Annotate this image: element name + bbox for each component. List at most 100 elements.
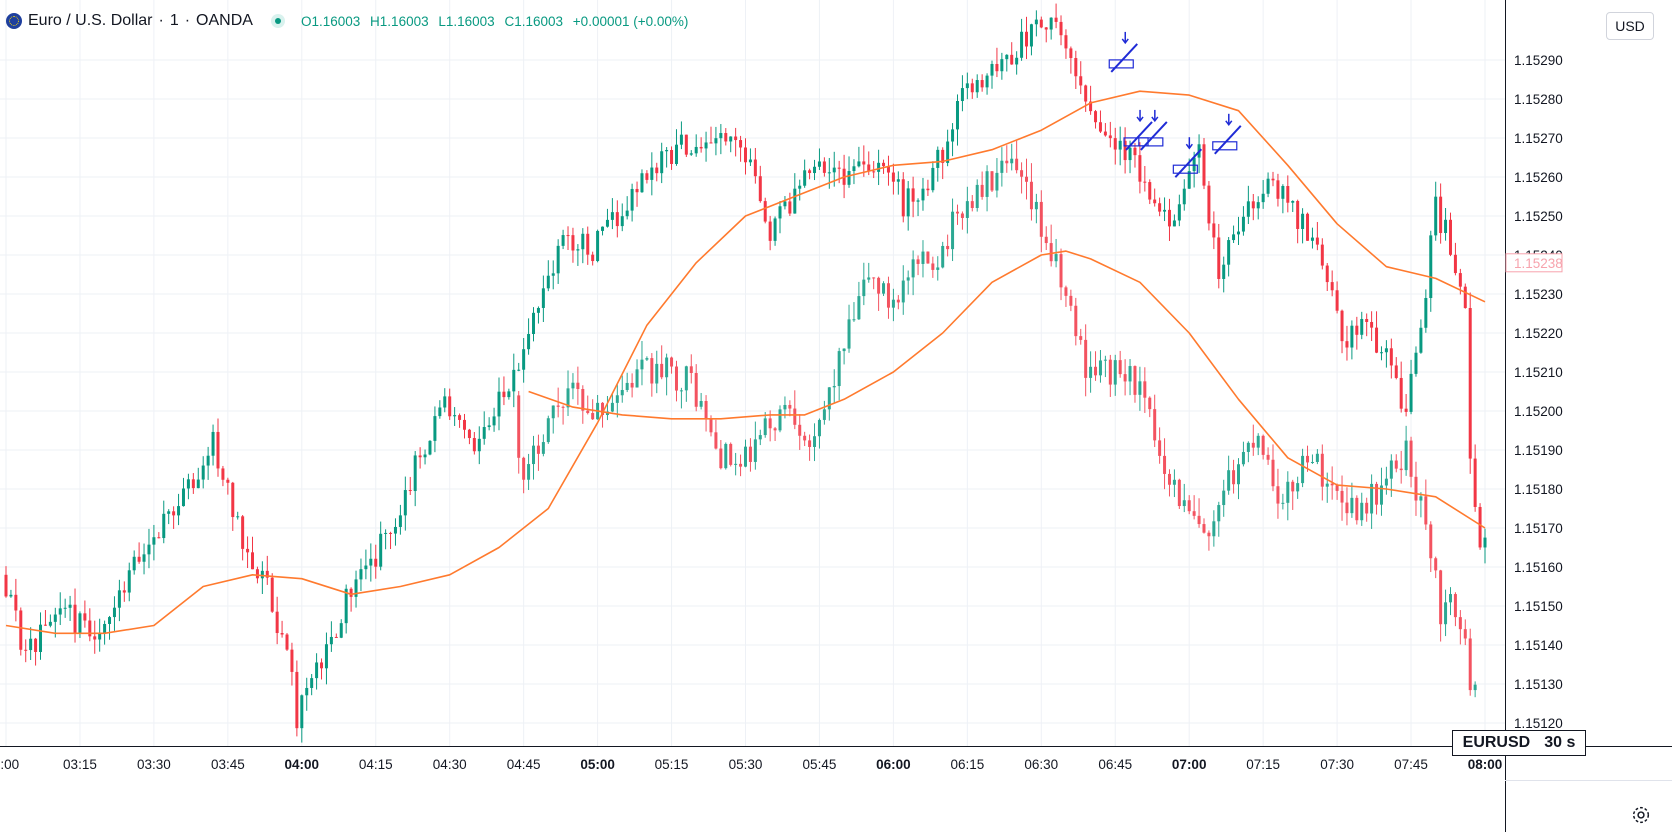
price-tick-label: 1.15180: [1514, 482, 1563, 497]
candle-body: [1015, 57, 1019, 65]
interval-label[interactable]: 1: [169, 12, 179, 29]
candle-body: [517, 395, 521, 458]
candle-body: [965, 83, 969, 89]
high-value: 1.16003: [379, 13, 429, 29]
candle-body: [1281, 502, 1285, 504]
price-tick-label: 1.15170: [1514, 521, 1563, 536]
candle-body: [852, 319, 856, 321]
candle-up: [1384, 466, 1388, 495]
candle-up: [911, 250, 915, 296]
candle-up: [665, 147, 669, 168]
candle-body: [1163, 455, 1167, 474]
candle-body: [1128, 366, 1132, 382]
candle-up: [1434, 181, 1438, 241]
moving-average-line: [528, 250, 1486, 529]
candle-body: [384, 532, 388, 534]
time-tick-label: 05:00: [580, 757, 615, 772]
time-tick-label: 06:30: [1024, 757, 1058, 772]
candle-body: [78, 613, 82, 633]
candle-body: [541, 288, 545, 308]
candle-down: [43, 610, 47, 626]
candle-up: [1000, 52, 1004, 80]
open-label: O: [300, 13, 312, 29]
candle-down: [1029, 163, 1033, 221]
candle-body: [1202, 144, 1206, 186]
candle-body: [946, 141, 950, 163]
candle-down: [467, 428, 471, 445]
candle-body: [280, 633, 284, 635]
candle-body: [1084, 339, 1088, 378]
candle-down: [1044, 26, 1048, 43]
candle-up: [901, 265, 905, 315]
price-tick-label: 1.15230: [1514, 287, 1563, 302]
candle-down: [1394, 454, 1398, 473]
candle-body: [1256, 435, 1260, 448]
candle-down: [744, 138, 747, 175]
candle-body: [1370, 483, 1374, 514]
candle-down: [1069, 46, 1073, 74]
candle-up: [704, 131, 708, 162]
candle-down: [221, 465, 225, 487]
candle-down: [1414, 461, 1418, 516]
badge-timeframe: 30 s: [1544, 734, 1576, 751]
price-tick-label: 1.15250: [1514, 209, 1563, 224]
candle-body: [1384, 348, 1388, 353]
candle-body: [1409, 373, 1413, 412]
candle-up: [906, 270, 910, 295]
candle-body: [960, 88, 964, 102]
candle-up: [620, 375, 624, 403]
candle-body: [862, 279, 866, 297]
candle-down: [650, 353, 654, 397]
candle-up: [660, 142, 664, 184]
candle-body: [359, 569, 363, 580]
candle-body: [1424, 496, 1428, 525]
candle-up: [1241, 441, 1245, 467]
candle-up: [852, 159, 856, 185]
candle-body: [872, 277, 876, 279]
candle-body: [152, 537, 156, 545]
market-status-icon[interactable]: [270, 14, 285, 28]
candle-body: [1010, 158, 1014, 164]
candle-body: [1049, 243, 1053, 262]
candle-down: [1439, 183, 1443, 244]
candle-body: [832, 167, 836, 173]
symbol-name[interactable]: Euro / U.S. Dollar: [28, 12, 153, 29]
candle-up: [1404, 425, 1408, 476]
candle-down: [1217, 223, 1221, 289]
candle-up: [1237, 216, 1240, 245]
candle-up: [536, 306, 540, 324]
candle-body: [34, 638, 38, 652]
candle-down: [694, 364, 698, 412]
candle-up: [891, 288, 895, 322]
candle-body: [571, 235, 575, 251]
candle-body: [1315, 453, 1319, 462]
candle-down: [448, 388, 452, 420]
candle-up: [1370, 474, 1374, 529]
candle-body: [1246, 442, 1250, 452]
candle-body: [1296, 200, 1300, 229]
gear-icon[interactable]: [1630, 804, 1652, 826]
candle-body: [1414, 476, 1418, 501]
candle-body: [246, 548, 250, 553]
candle-up: [832, 369, 836, 404]
candle-down: [1167, 198, 1171, 241]
candle-up: [650, 152, 654, 196]
candle-up: [1424, 289, 1428, 333]
candle-down: [1448, 212, 1452, 257]
currency-selector[interactable]: USD: [1606, 12, 1654, 40]
candle-down: [1054, 3, 1058, 29]
candle-up: [507, 388, 511, 400]
candle-body: [951, 211, 955, 250]
candle-up: [1429, 230, 1433, 312]
candle-up: [369, 543, 373, 582]
candle-up: [763, 412, 767, 438]
candle-down: [916, 255, 920, 276]
candle-body: [763, 418, 767, 436]
candle-up: [1483, 528, 1487, 564]
candle-up: [625, 372, 629, 393]
candle-up: [793, 173, 797, 214]
candle-down: [566, 226, 570, 251]
candle-body: [1148, 397, 1152, 410]
